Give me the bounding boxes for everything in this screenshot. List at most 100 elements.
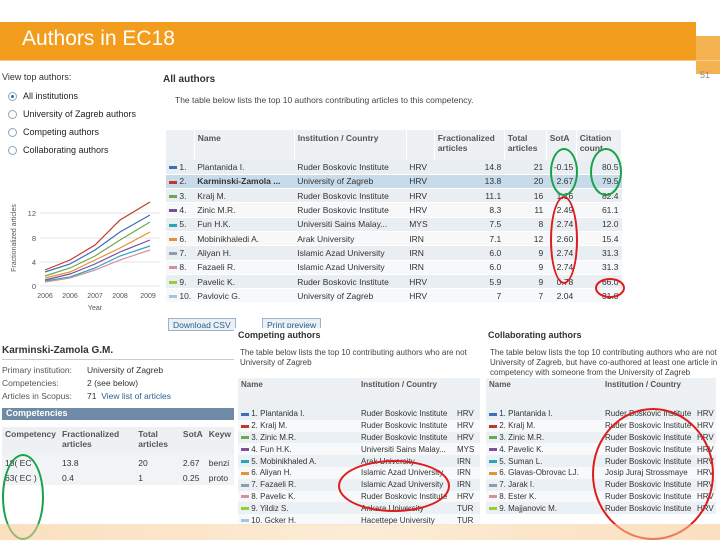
radio-label: All institutions	[23, 91, 79, 101]
panel-description: The table below lists the top 10 contrib…	[490, 348, 718, 377]
table-row[interactable]: 10. Gcker H. Hacettepe University TUR	[238, 514, 480, 526]
series-swatch	[241, 471, 249, 475]
col-fractionalized[interactable]: Fractionalized articles	[434, 130, 505, 160]
col-fractionalized[interactable]: Fractionalized articles	[59, 427, 136, 455]
panel-description: The table below lists the top 10 contrib…	[240, 348, 467, 367]
competencies-header: Competencies	[2, 408, 234, 420]
radio-icon[interactable]	[8, 145, 17, 155]
col-color	[166, 130, 195, 160]
chart-ylabel: Fractionalized articles	[11, 204, 18, 272]
radio-zagreb-authors[interactable]: University of Zagreb authors	[2, 105, 160, 123]
series-swatch	[241, 507, 249, 511]
series-swatch	[241, 436, 249, 440]
col-total[interactable]: Total articles	[135, 427, 180, 455]
series-swatch	[241, 424, 249, 428]
series-swatch	[241, 448, 249, 452]
series-swatch	[169, 194, 177, 198]
radio-label: Collaborating authors	[23, 145, 109, 155]
col-competency[interactable]: Competency	[2, 427, 60, 455]
series-swatch	[241, 495, 249, 499]
series-line	[44, 249, 151, 283]
view-options: View top authors: All institutions Unive…	[2, 72, 160, 159]
col-name[interactable]: Name	[486, 378, 602, 408]
highlight-circle-red	[592, 408, 714, 540]
series-swatch	[169, 252, 177, 256]
table-row[interactable]: 9. Pavelic K. Ruder Boskovic Institute HRV 5…	[166, 274, 622, 290]
y-tick: 4	[32, 258, 36, 267]
slide-number: 51	[700, 70, 711, 80]
detail-row: Primary institution: University of Zagreb	[2, 364, 164, 375]
series-swatch	[169, 295, 177, 299]
series-swatch	[241, 459, 249, 463]
series-swatch	[489, 448, 497, 452]
table-row[interactable]: 3. Kralj M. Ruder Boskovic Institute HRV 11.…	[166, 188, 622, 204]
highlight-circle-green	[590, 148, 622, 196]
series-line	[44, 201, 151, 271]
col-keywords[interactable]: Keyw	[205, 427, 234, 455]
col-country	[694, 378, 716, 408]
chart-xlabel: Year	[88, 305, 103, 312]
author-name: Karminski-Zamola G.M.	[2, 345, 234, 360]
slide-title: Authors in EC18	[22, 27, 175, 50]
col-total[interactable]: Total articles	[504, 130, 547, 160]
series-swatch	[169, 223, 177, 227]
x-tick: 2009	[140, 293, 156, 300]
series-line	[44, 245, 151, 282]
series-swatch	[489, 483, 497, 487]
author-detail: Karminski-Zamola G.M. Primary institutio…	[2, 345, 234, 402]
series-line	[44, 239, 151, 281]
series-swatch	[169, 266, 177, 270]
series-swatch	[489, 424, 497, 428]
table-row[interactable]: 10. Pavlovic G. University of Zagreb HRV 7 7 2…	[166, 288, 622, 304]
col-name[interactable]: Name	[194, 130, 295, 160]
y-tick: 0	[32, 282, 36, 291]
col-institution[interactable]: Institution / Country	[358, 378, 454, 408]
panel-title: All authors	[163, 74, 216, 85]
panel-title: Competing authors	[238, 330, 321, 340]
radio-all-institutions[interactable]: All institutions	[2, 87, 160, 105]
radio-label: University of Zagreb authors	[23, 109, 137, 119]
col-sota[interactable]: SotA	[179, 427, 206, 455]
col-name[interactable]: Name	[238, 378, 358, 408]
series-swatch	[169, 180, 177, 184]
y-tick: 8	[32, 234, 36, 243]
series-line	[44, 231, 151, 279]
series-swatch	[489, 412, 497, 416]
table-row[interactable]: 63( EC ) 0.4 1 0.25 proto	[2, 470, 234, 485]
series-swatch	[489, 436, 497, 440]
series-line	[44, 221, 151, 277]
highlight-circle-green	[550, 148, 578, 196]
radio-competing-authors[interactable]: Competing authors	[2, 123, 160, 141]
table-row[interactable]: 3. Zinic M.R. Ruder Boskovic Institute HRV	[238, 431, 480, 444]
highlight-circle-red	[595, 278, 625, 298]
series-swatch	[241, 412, 249, 416]
table-row[interactable]: 4. Zinic M.R. Ruder Boskovic Institute HRV 8…	[166, 202, 622, 218]
view-options-header: View top authors:	[2, 72, 72, 82]
radio-icon[interactable]	[8, 109, 17, 119]
highlight-circle-red	[338, 460, 450, 512]
view-articles-link[interactable]: View list of articles	[101, 390, 171, 401]
radio-icon[interactable]	[8, 91, 17, 101]
slide-title-bar: Authors in EC18	[0, 22, 696, 60]
table-row[interactable]: 1. Plantanida I. Ruder Boskovic Institute…	[238, 408, 480, 420]
series-swatch	[169, 237, 177, 241]
table-row[interactable]: 4. Fun H.K. Universiti Sains Malay... MYS	[238, 443, 480, 456]
table-row[interactable]: 2. Kralj M. Ruder Boskovic Institute HRV	[238, 419, 480, 432]
series-line	[44, 214, 151, 273]
x-tick: 2006	[62, 293, 78, 300]
series-swatch	[169, 166, 177, 170]
series-swatch	[241, 483, 249, 487]
col-institution[interactable]: Institution / Country	[602, 378, 694, 408]
detail-row: Competencies: 2 (see below)	[2, 377, 139, 388]
col-country	[406, 130, 435, 160]
panel-title: Collaborating authors	[488, 330, 582, 340]
series-swatch	[241, 518, 249, 522]
radio-icon[interactable]	[8, 127, 17, 137]
competing-authors-panel: Competing authors The table below lists …	[234, 328, 484, 540]
radio-collaborating-authors[interactable]: Collaborating authors	[2, 141, 160, 159]
series-swatch	[489, 459, 497, 463]
title-bar-accent	[696, 36, 720, 74]
panel-description: The table below lists the top 10 authors…	[175, 95, 474, 105]
download-csv-button[interactable]: Download CSV	[168, 318, 236, 331]
col-institution[interactable]: Institution / Country	[294, 130, 407, 160]
